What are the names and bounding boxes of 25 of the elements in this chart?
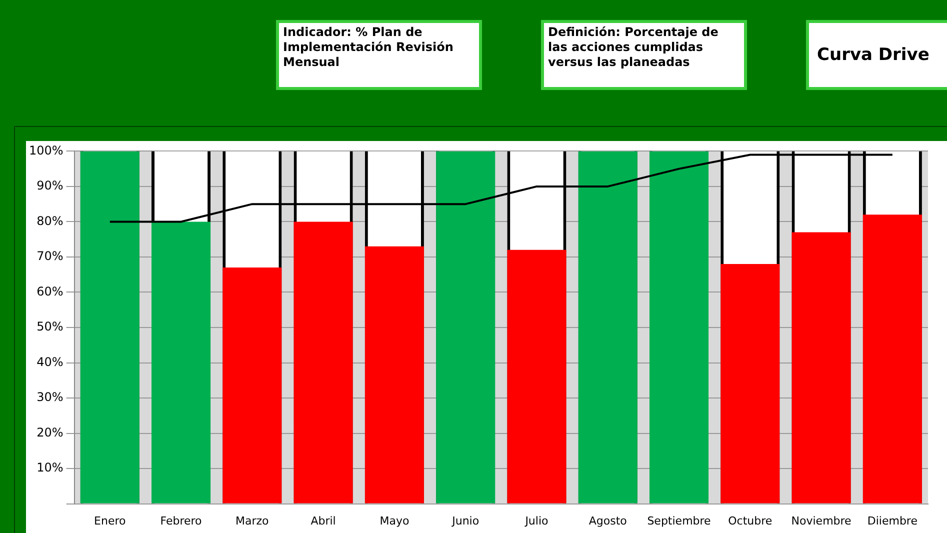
y-tick-label: 80% bbox=[36, 214, 64, 228]
text: Indicador: % Plan de Implementación Revisión Mensual bbox=[276, 20, 482, 90]
y-tick-label: 60% bbox=[36, 284, 64, 298]
x-tick-label: Noviembre bbox=[791, 514, 852, 528]
y-tick-label: 50% bbox=[36, 320, 64, 334]
y-tick-label: 70% bbox=[36, 249, 64, 264]
text: Definición: Porcentaje de las acciones cumplidas versus las planeadas bbox=[541, 20, 747, 90]
y-tick-label: 10% bbox=[36, 460, 64, 475]
chart-title: Curva Drive bbox=[806, 20, 947, 90]
y-tick-label: 30% bbox=[36, 390, 64, 404]
x-tick-label: Octubre bbox=[728, 514, 772, 528]
x-tick-label: Septiembre bbox=[647, 514, 712, 528]
y-tick-label: 100% bbox=[28, 143, 64, 158]
x-tick-label: Junio bbox=[451, 514, 480, 528]
y-tick-label: 20% bbox=[36, 425, 64, 440]
x-tick-label: Febrero bbox=[160, 514, 202, 528]
x-tick-label: Agosto bbox=[588, 514, 628, 528]
y-tick-label: 90% bbox=[36, 178, 64, 193]
x-tick-label: Marzo bbox=[236, 514, 270, 528]
x-tick-label: Diiembre bbox=[867, 514, 918, 528]
x-tick-label: Enero bbox=[94, 514, 126, 528]
y-tick-label: 40% bbox=[36, 354, 64, 369]
x-tick-label: Julio bbox=[524, 514, 549, 528]
x-tick-label: Abril bbox=[310, 514, 336, 528]
x-tick-label: Mayo bbox=[380, 514, 410, 528]
